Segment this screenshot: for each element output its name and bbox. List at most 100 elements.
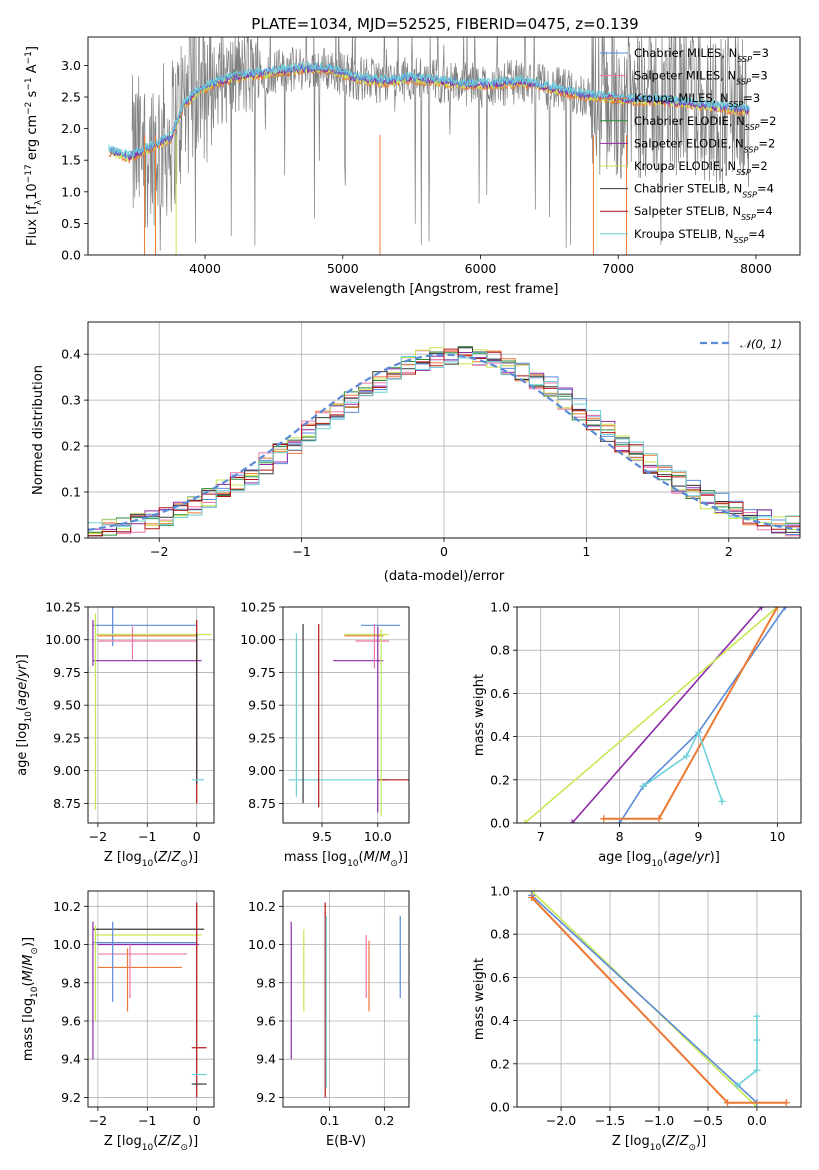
y-tick-label: 9.2 [61,1090,81,1105]
x-tick-label: −1 [138,1113,156,1128]
x-tick-label: −2 [89,1113,107,1128]
plot-area [288,624,409,817]
panel-spectrum: 4000 5000 6000 7000 8000 0.0 0.5 1.0 1.5 2.0 2.5 3.… [24,36,801,297]
y-tick-label: 9.50 [53,698,81,713]
x-tick-label: −1.5 [595,1113,625,1128]
axes-frame [87,606,215,824]
mass-weight-age-point-kroupa-stelib [718,797,726,805]
x-tick-label: −1 [138,829,156,844]
x-tick-label: 0 [193,1113,201,1128]
figure-title: PLATE=1034, MJD=52525, FIBERID=0475, z=0… [251,15,638,33]
y-tick-label: 8.75 [53,796,81,811]
y-tick-label: 0.4 [490,729,510,744]
histogram-salpeter-stelib [88,348,800,537]
mass-weight-age-line-chabrier-miles [618,607,786,823]
panel-residuals: −2 −1 0 1 2 0.0 0.1 0.2 0.3 0.4 𝒩(0, 1) (data-model… [31,321,801,584]
panel-age-vs-mass: 9.5 10.0 8.75 9.00 9.25 9.50 9.75 10.00 10.25 mas… [240,600,410,869]
mass-weight-age-point-kroupa-miles [655,815,663,823]
x-tick-label: 6000 [465,261,497,276]
plot-area [92,607,212,810]
x-axis-label: E(B-V) [326,1134,366,1149]
y-tick-label: 9.00 [53,763,81,778]
x-axis-label: Z [log10(Z/Z⊙)] [104,850,198,869]
x-tick-label: 9 [694,829,702,844]
legend-label: Salpeter STELIB, NSSP=4 [634,204,773,222]
panel-age-vs-Z: −2 −1 0 8.75 9.00 9.25 9.50 9.75 10.00 10.25 Z [lo… [15,600,215,869]
y-tick-label: 0.2 [61,439,81,454]
legend-label: Chabrier STELIB, NSSP=4 [634,182,774,200]
y-axis-label: Normed distribution [31,365,46,495]
x-tick-label: 0.0 [747,1113,767,1128]
x-tick-label: 7 [537,829,545,844]
mass-weight-age-point-salpeter-elodie [758,607,766,611]
y-tick-label: 0.2 [490,1056,510,1071]
x-tick-label: −2 [150,544,168,559]
y-tick-label: 0.4 [490,1013,510,1028]
y-tick-label: 1.0 [490,600,510,615]
y-tick-label: 10.2 [53,899,81,914]
y-tick-label: 2.0 [61,121,81,136]
axes-frame [87,36,801,256]
y-axis-label: mass weight [472,674,487,756]
y-tick-label: 0.6 [490,686,510,701]
axes-frame [282,606,410,824]
mass-weight-age-line-kroupa-elodie [524,607,778,823]
y-tick-label: 10.2 [248,899,276,914]
panel-mass-vs-Z: −2 −1 0 9.2 9.4 9.6 9.8 10.0 10.2 Z [log10(Z/Z⊙)]… [21,890,215,1153]
y-tick-label: 0.2 [490,772,510,787]
y-tick-label: 1.0 [61,184,81,199]
y-tick-label: 9.00 [248,763,276,778]
legend-label: Kroupa STELIB, NSSP=4 [634,227,765,245]
x-tick-label: −2 [89,829,107,844]
y-tick-label: 3.0 [61,58,81,73]
y-tick-label: 9.75 [53,665,81,680]
mass-weight-age-point-chabrier-miles [616,819,624,823]
x-tick-label: 10 [769,829,785,844]
mass-weight-z-point-kroupa-stelib [733,1081,741,1089]
x-tick-label: −1.0 [644,1113,674,1128]
model-spectrum-kroupa-stelib [108,61,750,158]
plot-area [88,346,800,537]
mass-weight-age-point-kroupa-stelib [639,782,647,790]
y-tick-label: 0.8 [490,643,510,658]
x-tick-label: 4000 [189,261,221,276]
x-axis-label: age [log10(age/yr)] [598,850,720,869]
y-tick-label: 1.5 [61,153,81,168]
y-tick-label: 9.6 [61,1013,81,1028]
y-tick-label: 10.0 [248,937,276,952]
legend-label: Salpeter MILES, NSSP=3 [634,69,768,87]
mass-weight-z-point-kroupa-stelib [753,1036,761,1044]
mass-weight-age-point-kroupa-stelib [683,752,691,760]
mass-weight-z-point-kroupa-stelib [753,1066,761,1074]
mass-weight-age-point-kroupa-stelib [694,728,702,736]
plot-area [521,607,789,823]
y-tick-label: 9.8 [61,975,81,990]
y-tick-label: 10.0 [53,937,81,952]
y-axis-label: Flux [fλ10−17 erg cm−2 s−1 A−1] [24,46,44,246]
y-tick-label: 9.75 [248,665,276,680]
y-tick-label: 9.4 [256,1052,276,1067]
axes-frame [516,606,802,824]
mass-weight-age-line-kroupa-miles [603,607,779,820]
panel-mass-vs-ebv: 0.1 0.2 9.2 9.4 9.6 9.8 10.0 10.2 E(B-V) [248,890,410,1149]
mass-weight-age-point-kroupa-miles [773,607,781,611]
mass-weight-age-line-salpeter-elodie [571,607,763,823]
x-tick-label: 0.2 [374,1113,394,1128]
y-axis-label: mass weight [472,958,487,1040]
normal-curve [88,353,800,531]
y-tick-label: 9.50 [248,698,276,713]
y-tick-label: 0.0 [490,1100,510,1115]
y-tick-label: 0.8 [490,927,510,942]
mass-weight-age-line-kroupa-stelib [642,730,723,802]
axes-frame [87,890,215,1108]
y-axis-label: mass [log10(M/M⊙)] [21,937,40,1061]
axes-frame [282,890,410,1108]
x-axis-label: Z [log10(Z/Z⊙)] [104,1134,198,1153]
mass-weight-z-point-kroupa-stelib [753,1012,761,1020]
y-tick-label: 0.5 [61,216,81,231]
legend-label: Salpeter ELODIE, NSSP=2 [634,136,775,154]
plot-area [290,902,401,1098]
plot-area [528,891,790,1107]
x-tick-label: 2 [725,544,733,559]
